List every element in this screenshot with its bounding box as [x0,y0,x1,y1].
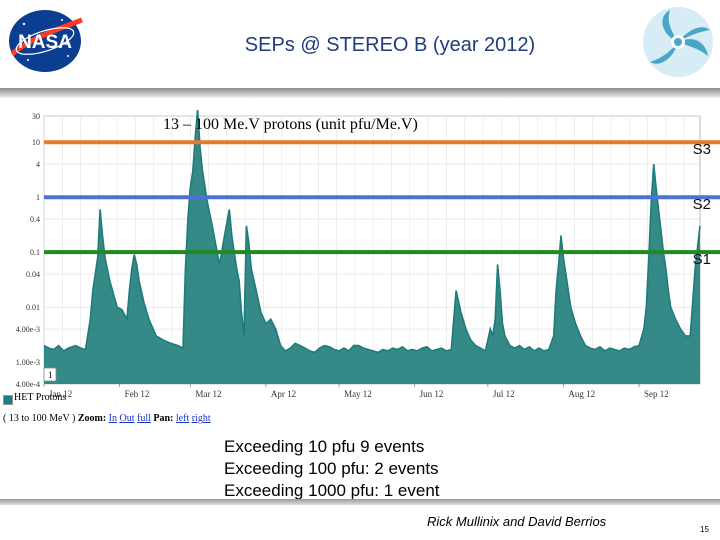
y-tick-label: 30 [32,112,40,121]
x-tick-label: Apr 12 [271,389,296,399]
zoom-full-link[interactable]: full [137,413,151,424]
y-tick-label: 1 [36,193,40,202]
stereo-logo-icon [640,4,716,85]
x-tick-label: Jul 12 [493,389,515,399]
threshold-label: S2 [693,196,711,213]
legend-series-label: HET Protons [14,392,67,403]
nasa-logo: NASA [6,8,84,79]
y-tick-label: 10 [32,138,40,147]
y-tick-label: 4 [36,160,40,169]
y-tick-label: 4.00e-3 [16,325,40,334]
zoom-out-link[interactable]: Out [119,413,135,424]
nasa-logo-text: NASA [18,32,72,53]
slide-title: SEPs @ STEREO B (year 2012) [244,34,536,56]
threshold-label: S3 [693,141,711,158]
y-tick-label: 1.00e-3 [16,358,40,367]
chart-subtitle: 13 – 100 Me.V protons (unit pfu/Me.V) [163,116,418,133]
threshold-label: S1 [693,251,711,268]
page-number: 15 [700,525,709,534]
pan-right-link[interactable]: right [191,413,211,424]
y-tick-label: 0.1 [30,248,40,257]
zoom-label: Zoom: [77,413,107,424]
stat-line: Exceeding 1000 pfu: 1 event [224,481,440,500]
range-marker-label: 1 [48,370,53,380]
x-tick-label: Aug 12 [568,389,595,399]
y-tick-label: 4.00e-4 [16,380,40,389]
pan-left-link[interactable]: left [175,413,190,424]
series-line [43,110,701,354]
series-area [44,110,700,384]
event-stats: Exceeding 10 pfu 9 events Exceeding 100 … [224,436,440,502]
stat-line: Exceeding 10 pfu 9 events [224,437,425,456]
x-tick-label: May 12 [344,389,372,399]
author-credit: Rick Mullinix and David Berrios [427,514,607,529]
legend-series-marker [3,395,13,405]
y-tick-label: 0.4 [30,215,40,224]
x-tick-label: Jan 12 [49,389,72,399]
stat-line: Exceeding 100 pfu: 2 events [224,459,439,478]
y-tick-label: 0.04 [26,270,40,279]
x-tick-label: Sep 12 [644,389,669,399]
channel-label: ( 13 to 100 MeV ) [3,413,76,424]
x-tick-label: Feb 12 [125,389,150,399]
zoom-in-link[interactable]: In [108,413,117,424]
x-tick-label: Mar 12 [195,389,221,399]
range-marker-box [43,367,57,382]
footer-divider [0,499,720,505]
pan-label: Pan: [153,413,174,424]
x-tick-label: Jun 12 [420,389,444,399]
y-tick-label: 0.01 [26,303,40,312]
title-divider [0,88,720,98]
zoom-pan-controls: ( 13 to 100 MeV ) Zoom: In Out full Pan:… [3,413,211,424]
sep-proton-chart: 30 10 4 1 0.4 0.1 0.04 0.01 4.00e-3 1.00e-3 4.00e-… [16,110,720,399]
